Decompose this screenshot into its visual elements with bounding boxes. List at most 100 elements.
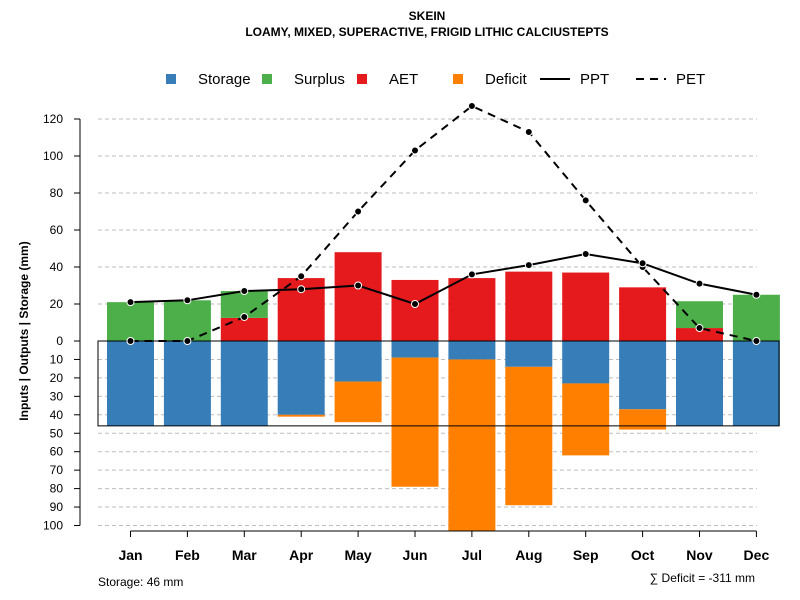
y-tick-label-upper-0: 0 [56, 334, 63, 348]
ppt-point-oct [638, 259, 647, 268]
bar-surplus-jan [107, 302, 154, 341]
x-tick-label-jul: Jul [462, 547, 482, 563]
bar-storage-aug [505, 341, 553, 367]
bar-aet-oct [619, 287, 667, 341]
legend-label-ppt: PPT [580, 71, 609, 88]
bar-deficit-jul [448, 359, 496, 532]
pet-point-mar [240, 312, 249, 321]
chart-title: SKEIN [409, 9, 446, 23]
bar-storage-feb [163, 341, 211, 426]
x-tick-label-aug: Aug [515, 547, 542, 563]
ppt-point-jun [411, 300, 419, 308]
pet-point-apr [297, 272, 306, 281]
axes: 0 20 40 60 80 100 120 10 20 30 40 50 60 70 80 90 100 Jan F… [43, 112, 769, 563]
bar-deficit-apr [277, 414, 325, 417]
bars [97, 252, 780, 532]
bar-storage-jul [448, 341, 496, 360]
ppt-point-feb [183, 296, 192, 305]
ppt-point-sep [581, 250, 590, 259]
bar-storage-mar [220, 341, 268, 426]
bar-aet-mar [220, 317, 268, 341]
deficit-footnote: ∑ Deficit = -311 mm [650, 571, 755, 585]
pet-point-dec [752, 337, 761, 345]
bar-deficit-oct [619, 409, 667, 430]
y-tick-label-lower-90: 90 [50, 500, 64, 514]
bar-deficit-may [334, 381, 382, 423]
legend-label-pet: PET [676, 71, 705, 88]
pet-line [130, 104, 757, 342]
bar-aet-sep [562, 272, 610, 341]
pet-point-feb [183, 337, 192, 345]
y-tick-label-upper-60: 60 [50, 223, 64, 237]
bar-storage-apr [277, 341, 325, 415]
pet-point-jul [467, 102, 476, 111]
bar-storage-oct [619, 341, 667, 410]
y-tick-label-lower-40: 40 [50, 408, 64, 422]
ppt-line [130, 253, 757, 306]
x-tick-label-jan: Jan [118, 547, 142, 563]
y-tick-label-upper-120: 120 [43, 112, 63, 126]
x-tick-label-sep: Sep [573, 547, 599, 563]
y-tick-label-lower-60: 60 [50, 445, 64, 459]
bar-storage-nov [676, 341, 723, 426]
x-tick-label-may: May [344, 547, 371, 563]
ppt-point-nov [695, 279, 704, 288]
bar-storage-sep [562, 341, 610, 384]
y-tick-label-lower-20: 20 [50, 371, 64, 385]
x-tick-label-apr: Apr [289, 547, 314, 563]
bar-storage-jun [391, 341, 439, 358]
legend-label-storage: Storage [198, 71, 251, 88]
ppt-point-dec [752, 290, 761, 299]
ppt-point-aug [524, 261, 533, 270]
y-tick-label-lower-80: 80 [50, 482, 64, 496]
x-tick-label-nov: Nov [686, 547, 713, 563]
bar-aet-nov [676, 328, 723, 341]
legend: Storage Surplus AET Deficit PPT PET [166, 71, 705, 88]
y-tick-label-lower-70: 70 [50, 463, 64, 477]
x-tick-label-mar: Mar [232, 547, 257, 563]
bar-aet-jul [448, 278, 496, 341]
lines [126, 102, 761, 345]
bar-aet-may [334, 252, 382, 341]
bar-deficit-sep [562, 383, 610, 456]
ppt-point-jan [126, 298, 135, 307]
y-tick-label-lower-30: 30 [50, 389, 64, 403]
y-tick-label-upper-80: 80 [50, 186, 64, 200]
legend-swatch-aet [357, 74, 367, 84]
ppt-point-apr [297, 285, 306, 294]
bar-storage-jan [107, 341, 154, 426]
y-tick-label-lower-10: 10 [50, 352, 64, 366]
x-tick-label-feb: Feb [175, 547, 200, 563]
x-tick-label-oct: Oct [631, 547, 655, 563]
legend-label-deficit: Deficit [485, 71, 528, 88]
bar-aet-jun [391, 279, 439, 341]
bar-surplus-dec [732, 294, 780, 341]
legend-swatch-storage [166, 74, 176, 84]
ppt-point-mar [240, 287, 249, 296]
legend-label-aet: AET [389, 71, 418, 88]
bar-surplus-nov [676, 301, 723, 329]
bar-aet-aug [505, 271, 553, 341]
legend-label-surplus: Surplus [294, 71, 345, 88]
y-tick-label-lower-100: 100 [43, 519, 63, 533]
pet-point-sep [581, 196, 590, 205]
pet-point-jun [411, 146, 419, 155]
y-tick-label-lower-50: 50 [50, 426, 64, 440]
y-tick-label-upper-20: 20 [50, 297, 64, 311]
x-tick-label-dec: Dec [744, 547, 770, 563]
bar-deficit-aug [505, 366, 553, 506]
bar-deficit-jun [391, 357, 439, 487]
storage-footnote: Storage: 46 mm [98, 575, 183, 589]
y-axis-label: Inputs | Outputs | Storage (mm) [17, 241, 31, 420]
legend-swatch-deficit [453, 74, 463, 84]
pet-point-nov [695, 324, 704, 333]
y-tick-label-upper-40: 40 [50, 260, 64, 274]
ppt-point-may [354, 281, 363, 290]
bar-storage-may [334, 341, 382, 382]
x-tick-label-jun: Jun [403, 547, 428, 563]
y-tick-label-upper-100: 100 [43, 149, 63, 163]
ppt-point-jul [467, 270, 476, 279]
legend-swatch-surplus [262, 74, 272, 84]
pet-point-jan [126, 337, 135, 345]
